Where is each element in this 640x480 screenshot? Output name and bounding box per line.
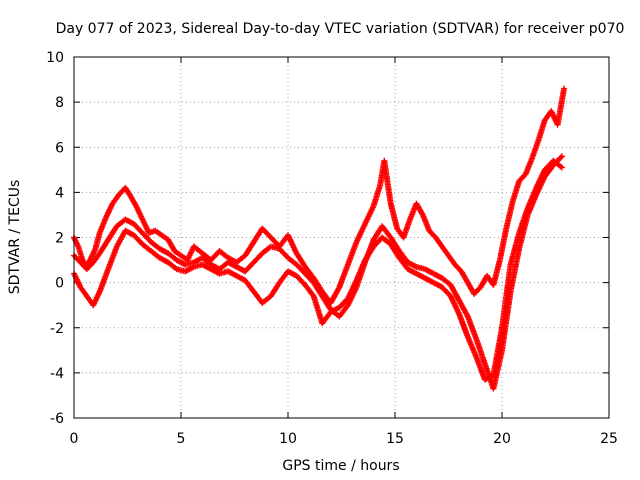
y-tick-label: 0	[55, 276, 64, 292]
y-tick-label: 4	[55, 185, 64, 201]
y-tick-label: 8	[55, 95, 64, 111]
x-tick-label: 0	[70, 431, 79, 447]
x-tick-label: 15	[386, 431, 404, 447]
y-tick-label: -2	[50, 321, 64, 337]
x-tick-label: 10	[279, 431, 297, 447]
x-tick-label: 5	[177, 431, 186, 447]
data-marker	[557, 154, 564, 161]
plot-area	[71, 85, 568, 392]
data-point	[558, 164, 565, 171]
series-2	[71, 153, 565, 392]
series-3	[71, 157, 565, 383]
y-tick-label: -4	[50, 366, 64, 382]
chart-title: Day 077 of 2023, Sidereal Day-to-day VTE…	[56, 21, 625, 37]
y-tick-label: -6	[50, 411, 64, 427]
data-point	[558, 153, 565, 160]
y-tick-label: 2	[55, 231, 64, 247]
data-point	[561, 85, 568, 92]
x-axis-label: GPS time / hours	[282, 458, 399, 474]
series-1	[71, 85, 568, 306]
plot-frame	[73, 56, 610, 419]
grid-lines	[74, 57, 609, 418]
y-tick-label: 10	[46, 50, 64, 66]
x-tick-label: 25	[600, 431, 618, 447]
y-tick-label: 6	[55, 140, 64, 156]
axis-ticks: 0 5 10 15 20 25 -6 -4 -2 0 2 4 6 8 10	[46, 50, 618, 447]
x-tick-label: 20	[493, 431, 511, 447]
y-axis-label: SDTVAR / TECUs	[7, 180, 23, 295]
